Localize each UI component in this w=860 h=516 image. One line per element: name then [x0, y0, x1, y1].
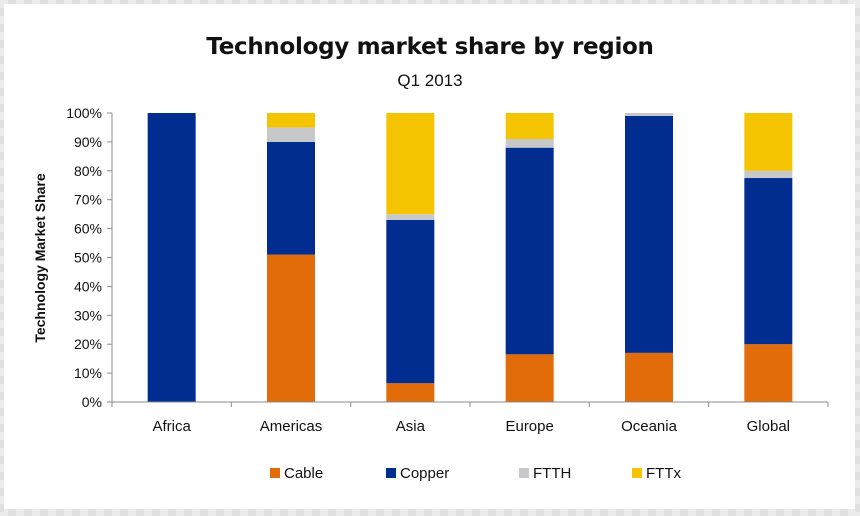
bar-segment-fttx-asia [386, 113, 435, 215]
background-edge-left [0, 0, 4, 516]
y-tick-label: 20% [74, 336, 102, 352]
y-tick-label: 80% [74, 163, 102, 179]
bar-segment-copper-asia [386, 219, 435, 384]
x-tick-labels: Africa Americas Asia Europe Oceania Global [152, 418, 790, 435]
bar-segment-copper-americas [267, 141, 315, 255]
bar-segment-fttx-global [744, 113, 793, 171]
x-tick-label: Global [747, 418, 790, 435]
bar-segment-fttx-europe [505, 113, 554, 140]
bar-segment-ftth-asia [386, 214, 435, 220]
background-edge-bottom [0, 509, 860, 516]
y-tick-label: 0% [82, 394, 102, 410]
y-tick-label: 100% [66, 105, 102, 121]
x-tick-label: Africa [152, 418, 191, 435]
y-tick-label: 10% [74, 365, 102, 381]
bar-segment-copper-europe [505, 147, 554, 355]
bar-segment-ftth-americas [267, 127, 315, 142]
legend-swatch-cable [270, 468, 280, 478]
legend-swatch-copper [386, 468, 396, 478]
bar-segment-cable-global [744, 344, 793, 402]
chart-subtitle: Q1 2013 [397, 71, 463, 90]
y-tick-label: 30% [74, 307, 102, 323]
y-tick-label: 90% [74, 134, 102, 150]
bar-segment-ftth-oceania [625, 113, 673, 116]
bar-segment-cable-asia [386, 383, 435, 402]
background-edge-right [855, 0, 860, 516]
y-tick-label: 60% [74, 221, 102, 237]
axes-group [107, 112, 829, 407]
bar-segment-copper-oceania [625, 115, 673, 353]
x-tick-label: Americas [260, 418, 323, 435]
legend-label-fttx: FTTx [646, 465, 681, 482]
legend-label-cable: Cable [284, 465, 323, 482]
legend-swatch-ftth [519, 468, 529, 478]
legend: Cable Copper FTTH FTTx [270, 465, 681, 482]
x-tick-label: Asia [396, 418, 426, 435]
y-axis-label: Technology Market Share [32, 173, 48, 343]
legend-label-ftth: FTTH [533, 465, 571, 482]
legend-swatch-fttx [632, 468, 642, 478]
bar-segment-fttx-americas [267, 113, 315, 128]
bar-segment-cable-oceania [625, 352, 673, 402]
plot-area [112, 113, 828, 402]
bar-segment-copper-africa [147, 113, 196, 402]
bar-segment-cable-americas [267, 254, 315, 402]
y-tick-label: 70% [74, 192, 102, 208]
bar-segment-cable-europe [505, 354, 554, 402]
y-tick-label: 40% [74, 278, 102, 294]
x-tick-label: Oceania [621, 418, 678, 435]
bar-segment-ftth-global [744, 170, 793, 179]
y-tick-label: 50% [74, 250, 102, 266]
chart-title: Technology market share by region [206, 34, 654, 60]
bar-segment-copper-global [744, 178, 793, 345]
legend-label-copper: Copper [400, 465, 449, 482]
bar-segment-ftth-europe [505, 139, 554, 148]
background-edge-top [0, 0, 860, 4]
plot-background [112, 113, 828, 402]
x-tick-label: Europe [505, 418, 553, 435]
y-tick-labels: 0% 10% 20% 30% 40% 50% 60% 70% 80% 90% 100% [66, 105, 102, 410]
bars-group [147, 113, 793, 402]
